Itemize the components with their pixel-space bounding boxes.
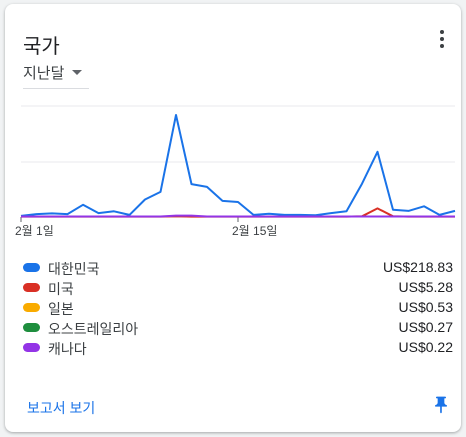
revenue-line-chart: 2월 1일 2월 15일	[15, 105, 456, 238]
legend-revenue-value: US$5.28	[398, 279, 453, 295]
legend-color-swatch	[23, 263, 40, 272]
legend-item: 일본 US$0.53	[21, 298, 455, 318]
legend-revenue-value: US$0.53	[398, 299, 453, 315]
legend-revenue-value: US$0.22	[398, 339, 453, 355]
x-tick-label: 2월 1일	[15, 224, 54, 238]
legend-item: 캐나다 US$0.22	[21, 338, 455, 358]
legend-country-name: 캐나다	[48, 341, 87, 357]
legend-item: 오스트레일리아 US$0.27	[21, 318, 455, 338]
series-line-0	[20, 114, 456, 217]
legend-revenue-value: US$218.83	[382, 259, 453, 275]
legend-item: 미국 US$5.28	[21, 278, 455, 298]
period-dropdown[interactable]: 지난달	[23, 62, 89, 89]
legend-revenue-value: US$0.27	[398, 319, 453, 335]
legend-item: 대한민국 US$218.83	[21, 258, 455, 278]
legend: 대한민국 US$218.83 미국 US$5.28 일본 US$0.53 오스트레일리아 US…	[21, 258, 455, 358]
legend-country-name: 대한민국	[48, 261, 100, 277]
series-line-2	[21, 214, 455, 218]
series-line-1	[21, 207, 455, 218]
card-title: 국가	[23, 36, 60, 58]
x-tick-label: 2월 15일	[232, 224, 277, 238]
view-report-link[interactable]: 보고서 보기	[27, 400, 96, 416]
dropdown-arrow-icon	[72, 70, 82, 75]
legend-color-swatch	[23, 283, 40, 292]
pin-icon[interactable]	[431, 394, 451, 416]
legend-color-swatch	[23, 323, 40, 332]
more-vert-icon[interactable]	[437, 30, 447, 50]
period-label: 지난달	[23, 65, 65, 82]
legend-country-name: 일본	[48, 301, 74, 317]
legend-country-name: 오스트레일리아	[48, 321, 139, 337]
legend-country-name: 미국	[48, 281, 74, 297]
legend-color-swatch	[23, 343, 40, 352]
country-card: 국가 지난달 2월 1일 2월 15일 대한민국 US$218.83 미국 US$5.2…	[5, 4, 461, 432]
legend-color-swatch	[23, 303, 40, 312]
